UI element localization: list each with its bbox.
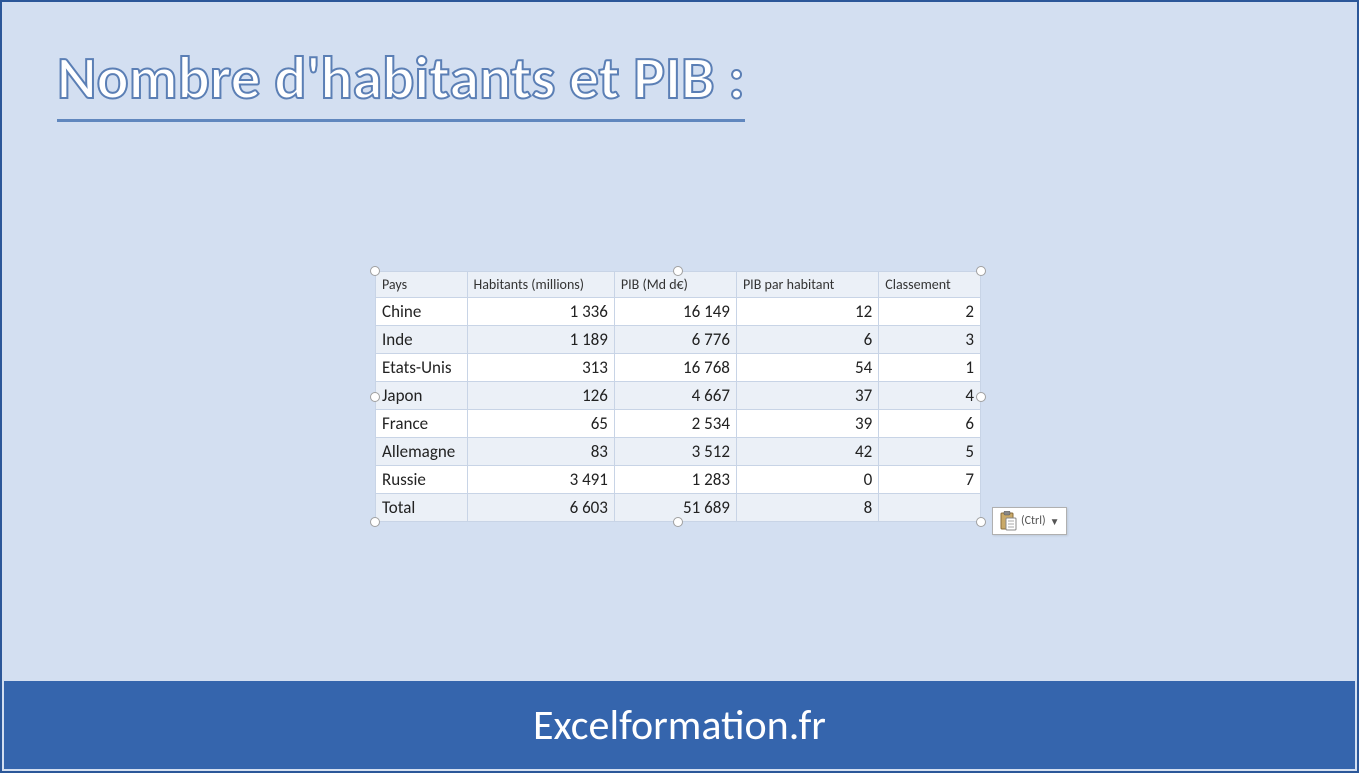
cell-pibhab[interactable]: 12: [736, 298, 878, 326]
cell-pays[interactable]: Chine: [376, 298, 468, 326]
cell-classement[interactable]: [879, 494, 981, 522]
selection-handle-icon[interactable]: [370, 266, 380, 276]
cell-habitants[interactable]: 65: [467, 410, 614, 438]
footer-bar: Excelformation.fr: [4, 681, 1355, 769]
table-row[interactable]: Russie 3 491 1 283 0 7: [376, 466, 981, 494]
selection-handle-icon[interactable]: [370, 392, 380, 402]
paste-options-button[interactable]: (Ctrl) ▼: [992, 507, 1067, 535]
cell-habitants[interactable]: 126: [467, 382, 614, 410]
selection-handle-icon[interactable]: [976, 517, 986, 527]
clipboard-paste-icon: [999, 511, 1017, 531]
cell-habitants[interactable]: 6 603: [467, 494, 614, 522]
title-area: Nombre d'habitants et PIB :: [57, 42, 745, 122]
cell-habitants[interactable]: 1 189: [467, 326, 614, 354]
cell-classement[interactable]: 5: [879, 438, 981, 466]
table-selection[interactable]: Pays Habitants (millions) PIB (Md d€) PI…: [375, 271, 981, 522]
cell-pib[interactable]: 2 534: [614, 410, 736, 438]
cell-habitants[interactable]: 1 336: [467, 298, 614, 326]
cell-pibhab[interactable]: 39: [736, 410, 878, 438]
chevron-down-icon: ▼: [1050, 515, 1060, 528]
cell-pib[interactable]: 16 149: [614, 298, 736, 326]
cell-pib[interactable]: 4 667: [614, 382, 736, 410]
footer-text: Excelformation.fr: [533, 700, 826, 751]
selection-handle-icon[interactable]: [976, 266, 986, 276]
cell-pibhab[interactable]: 8: [736, 494, 878, 522]
cell-pays[interactable]: Etats-Unis: [376, 354, 468, 382]
col-header-habitants[interactable]: Habitants (millions): [467, 272, 614, 298]
data-table[interactable]: Pays Habitants (millions) PIB (Md d€) PI…: [375, 271, 981, 522]
selection-handle-icon[interactable]: [673, 266, 683, 276]
table-row[interactable]: Chine 1 336 16 149 12 2: [376, 298, 981, 326]
cell-pays[interactable]: Inde: [376, 326, 468, 354]
table-body: Chine 1 336 16 149 12 2 Inde 1 189 6 776…: [376, 298, 981, 522]
table-row[interactable]: Allemagne 83 3 512 42 5: [376, 438, 981, 466]
slide-container: Nombre d'habitants et PIB : Pays Habitan…: [0, 0, 1359, 773]
cell-pays[interactable]: Russie: [376, 466, 468, 494]
cell-pays[interactable]: France: [376, 410, 468, 438]
cell-pib[interactable]: 3 512: [614, 438, 736, 466]
cell-pibhab[interactable]: 0: [736, 466, 878, 494]
slide-title: Nombre d'habitants et PIB :: [57, 42, 745, 122]
table-row[interactable]: Etats-Unis 313 16 768 54 1: [376, 354, 981, 382]
col-header-classement[interactable]: Classement: [879, 272, 981, 298]
table-row[interactable]: Inde 1 189 6 776 6 3: [376, 326, 981, 354]
selection-handle-icon[interactable]: [370, 517, 380, 527]
table-row[interactable]: France 65 2 534 39 6: [376, 410, 981, 438]
cell-classement[interactable]: 6: [879, 410, 981, 438]
col-header-pays[interactable]: Pays: [376, 272, 468, 298]
col-header-pib-hab[interactable]: PIB par habitant: [736, 272, 878, 298]
cell-pibhab[interactable]: 6: [736, 326, 878, 354]
selection-handle-icon[interactable]: [976, 392, 986, 402]
cell-pibhab[interactable]: 54: [736, 354, 878, 382]
table-row[interactable]: Japon 126 4 667 37 4: [376, 382, 981, 410]
cell-classement[interactable]: 2: [879, 298, 981, 326]
cell-pays[interactable]: Total: [376, 494, 468, 522]
cell-classement[interactable]: 1: [879, 354, 981, 382]
cell-classement[interactable]: 4: [879, 382, 981, 410]
cell-pays[interactable]: Allemagne: [376, 438, 468, 466]
cell-classement[interactable]: 3: [879, 326, 981, 354]
cell-classement[interactable]: 7: [879, 466, 981, 494]
selection-handle-icon[interactable]: [673, 517, 683, 527]
cell-pibhab[interactable]: 37: [736, 382, 878, 410]
paste-options-label: (Ctrl): [1021, 514, 1046, 528]
cell-pib[interactable]: 6 776: [614, 326, 736, 354]
cell-pays[interactable]: Japon: [376, 382, 468, 410]
cell-habitants[interactable]: 313: [467, 354, 614, 382]
cell-habitants[interactable]: 3 491: [467, 466, 614, 494]
cell-habitants[interactable]: 83: [467, 438, 614, 466]
cell-pib[interactable]: 16 768: [614, 354, 736, 382]
cell-pib[interactable]: 1 283: [614, 466, 736, 494]
cell-pibhab[interactable]: 42: [736, 438, 878, 466]
